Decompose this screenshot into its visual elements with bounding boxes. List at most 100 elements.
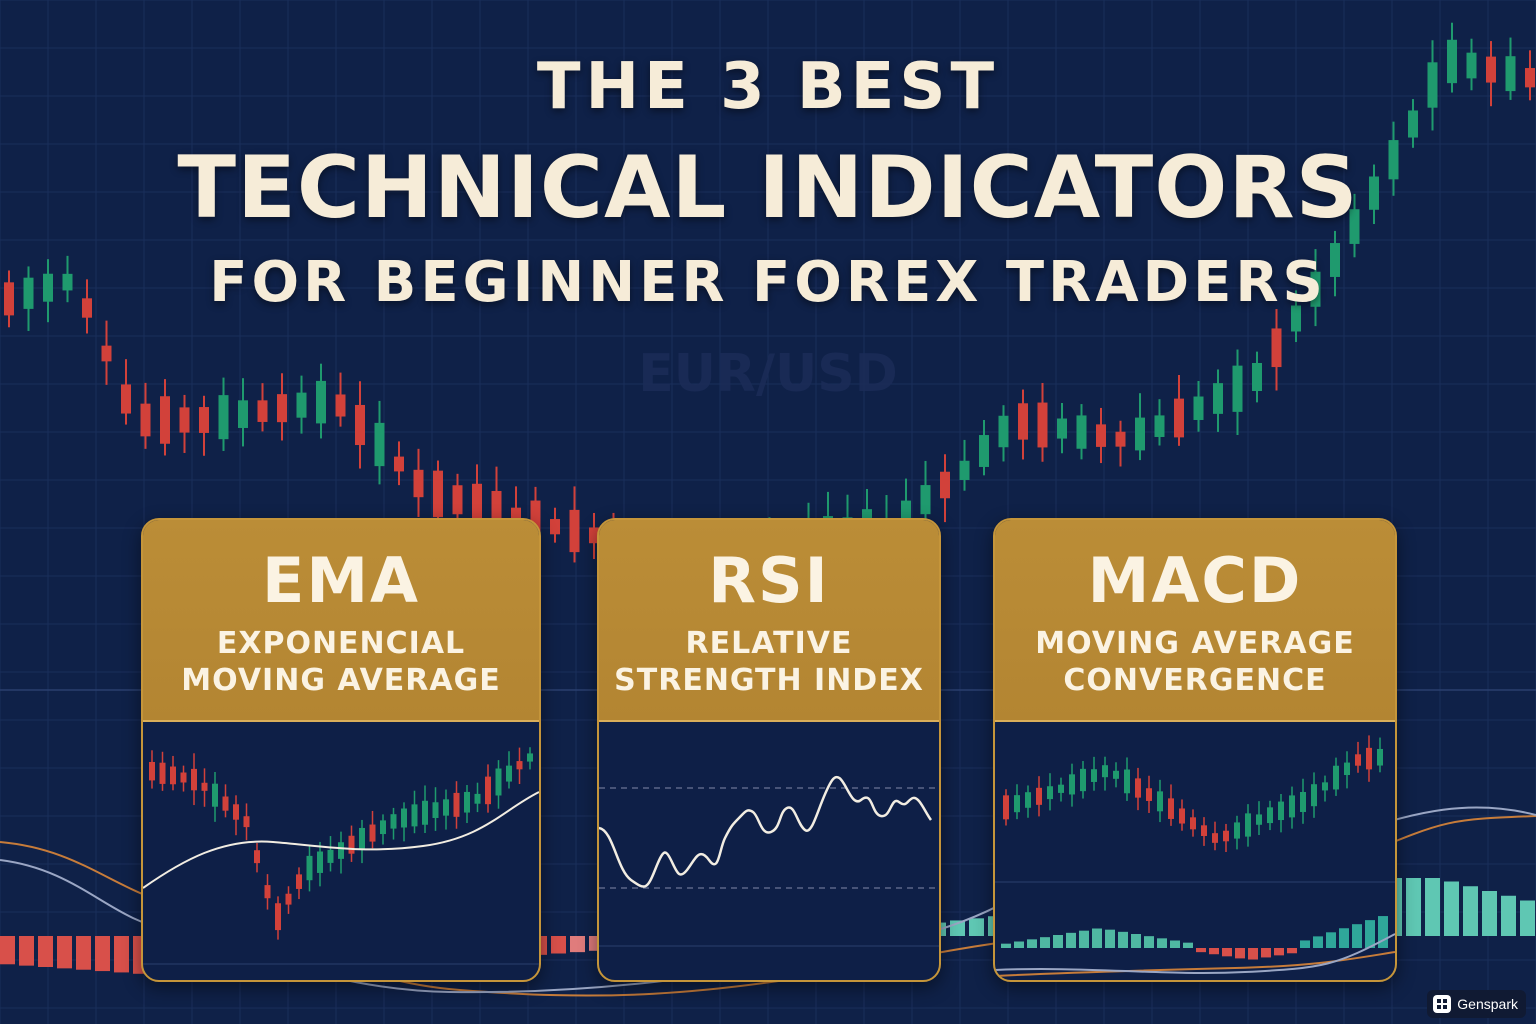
macd-candle	[1146, 788, 1152, 801]
background-candle	[979, 435, 989, 467]
macd-line	[995, 933, 1395, 974]
background-candle	[1213, 383, 1223, 414]
macd-histogram-bar	[1300, 940, 1310, 948]
ema-candle	[233, 804, 239, 820]
macd-candle	[1157, 791, 1163, 812]
background-histogram-bar	[1425, 878, 1440, 936]
background-candle	[1349, 209, 1360, 244]
background-candle	[1330, 243, 1340, 277]
macd-histogram-bar	[1313, 936, 1323, 948]
background-candle	[62, 273, 73, 291]
macd-candle	[1377, 748, 1383, 766]
macd-histogram-bar	[1040, 937, 1050, 948]
background-candle	[920, 485, 931, 515]
macd-candle	[1124, 769, 1130, 794]
background-histogram-bar	[1463, 886, 1478, 936]
ema-candle	[338, 842, 344, 859]
macd-candle	[1025, 792, 1031, 808]
background-candle	[101, 345, 112, 362]
rsi-card: RSI RELATIVE STRENGTH INDEX	[597, 518, 941, 982]
ema-chart-icon	[143, 747, 539, 965]
background-candle	[1466, 52, 1477, 79]
genspark-label: Genspark	[1457, 996, 1518, 1012]
ema-candle	[317, 851, 323, 873]
background-candle	[1408, 110, 1418, 138]
macd-histogram-bar	[1248, 948, 1258, 960]
background-candle	[413, 469, 424, 498]
ema-candle	[180, 772, 187, 783]
macd-candle	[1289, 795, 1295, 818]
background-candle	[140, 403, 151, 437]
background-candle	[179, 407, 190, 433]
macd-candle	[1300, 791, 1306, 813]
currency-pair-watermark: EUR/USD	[638, 344, 898, 404]
macd-candle	[1036, 787, 1042, 805]
macd-histogram-bar	[1196, 948, 1206, 953]
title-line-1: THE 3 BEST	[536, 50, 1000, 124]
macd-card-name-line-1: MOVING AVERAGE	[1035, 626, 1355, 661]
macd-card: MACD MOVING AVERAGE CONVERGENCE	[993, 518, 1397, 982]
macd-histogram-bar	[1209, 948, 1219, 955]
ema-candle	[285, 893, 292, 905]
macd-card-header: MACD MOVING AVERAGE CONVERGENCE	[995, 520, 1395, 722]
ema-line	[143, 791, 539, 889]
background-histogram-bar	[1444, 881, 1459, 936]
background-histogram-bar	[114, 936, 129, 973]
background-candle	[257, 400, 268, 422]
ema-candle	[348, 835, 355, 854]
background-candle	[316, 380, 326, 424]
background-candle	[569, 509, 580, 553]
macd-histogram-bar	[1352, 924, 1362, 948]
ema-candle	[327, 849, 334, 863]
macd-candle	[1223, 830, 1229, 842]
macd-candle	[1080, 768, 1086, 792]
ema-candle	[212, 783, 218, 807]
background-candle	[433, 470, 443, 518]
background-candle	[4, 282, 14, 316]
macd-candle	[1047, 786, 1053, 800]
macd-candle	[1014, 795, 1020, 813]
macd-candle	[1179, 808, 1185, 824]
background-histogram-bar	[76, 936, 91, 970]
background-candle	[1076, 415, 1087, 449]
background-candle	[1037, 402, 1048, 448]
title-line-3: FOR BEGINNER FOREX TRADERS	[209, 250, 1327, 315]
background-candle	[1271, 328, 1282, 368]
macd-histogram-bar	[1092, 928, 1102, 948]
macd-candle	[1091, 769, 1097, 782]
macd-histogram-bar	[1157, 938, 1167, 948]
ema-candle	[149, 761, 155, 781]
macd-candle	[1355, 754, 1361, 766]
macd-chart-icon	[995, 735, 1395, 977]
ema-candle	[201, 782, 208, 791]
background-candle	[23, 277, 34, 309]
ema-candle	[254, 850, 260, 864]
background-candle	[1369, 176, 1379, 210]
background-histogram-bar	[57, 936, 72, 969]
macd-histogram-bar	[1183, 942, 1193, 948]
background-candle	[1427, 62, 1438, 108]
background-candle	[277, 394, 287, 423]
macd-candle	[1201, 825, 1207, 837]
ema-candle	[170, 766, 176, 785]
background-candle	[589, 527, 599, 544]
background-histogram-bar	[1520, 900, 1535, 936]
macd-histogram-bar	[1053, 935, 1063, 948]
ema-candle	[191, 768, 197, 791]
background-candle	[1447, 39, 1457, 84]
macd-histogram-bar	[1222, 948, 1232, 957]
macd-candle	[1322, 782, 1328, 791]
ema-candle	[464, 791, 470, 813]
macd-candle	[1102, 765, 1108, 778]
background-candle	[1388, 140, 1399, 180]
background-candle	[82, 298, 92, 318]
macd-candle	[1168, 798, 1174, 819]
macd-histogram-bar	[1326, 932, 1336, 948]
background-histogram-bar	[19, 936, 34, 966]
macd-candle	[1256, 814, 1262, 825]
macd-histogram-bar	[1014, 941, 1024, 948]
background-candle	[1252, 362, 1262, 392]
macd-candle	[1069, 774, 1075, 795]
ema-candle	[474, 793, 481, 804]
ema-candle	[506, 765, 512, 782]
